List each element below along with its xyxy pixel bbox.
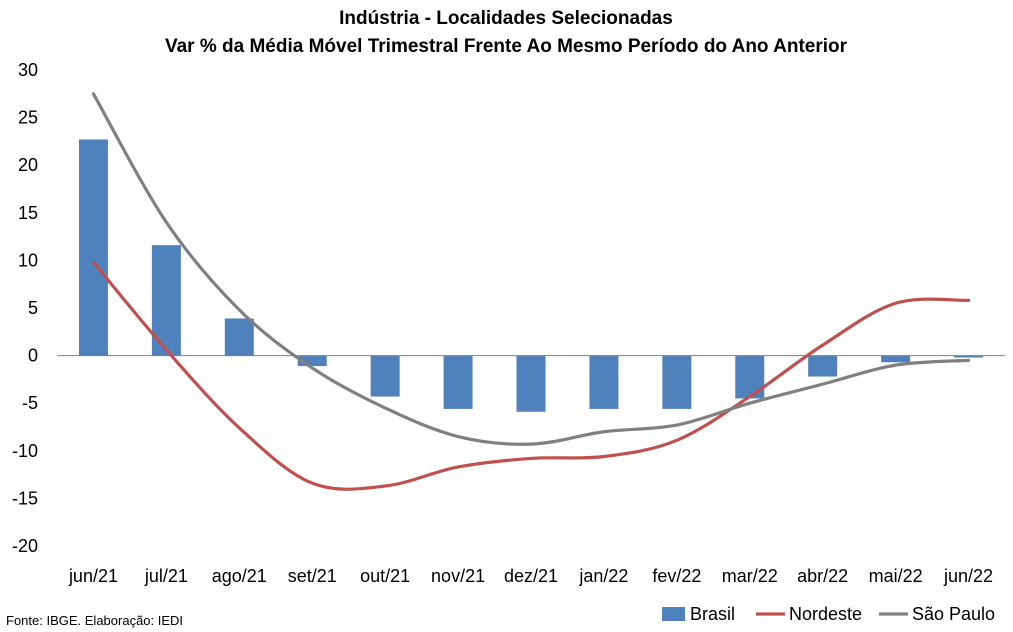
bar-brasil	[370, 355, 400, 397]
y-tick-label: -5	[22, 393, 38, 413]
bar-brasil	[954, 355, 984, 358]
y-tick-label: -15	[12, 488, 38, 508]
line-nordeste	[91, 260, 971, 491]
x-tick-label: dez/21	[504, 566, 558, 586]
source-note: Fonte: IBGE. Elaboração: IEDI	[6, 613, 183, 628]
bar-brasil	[297, 355, 327, 367]
legend: Brasil Nordeste São Paulo	[662, 604, 995, 624]
bar-brasil	[662, 355, 692, 409]
bar-brasil	[443, 355, 473, 409]
y-tick-label: 25	[18, 108, 38, 128]
x-axis: jun/21 jul/21 ago/21 set/21 out/21 nov/21 dez/…	[68, 566, 993, 586]
y-tick-label: 20	[18, 155, 38, 175]
x-tick-label: jan/22	[578, 566, 628, 586]
y-tick-label: 15	[18, 203, 38, 223]
x-tick-label: jul/21	[144, 566, 188, 586]
y-tick-label: 30	[18, 60, 38, 80]
x-tick-label: abr/22	[797, 566, 848, 586]
x-tick-label: jun/22	[943, 566, 993, 586]
y-tick-label: -10	[12, 441, 38, 461]
bar-series-brasil	[78, 139, 984, 412]
x-tick-label: mai/22	[869, 566, 923, 586]
y-tick-label: 0	[28, 346, 38, 366]
y-tick-label: 10	[18, 250, 38, 270]
legend-swatch-brasil	[662, 607, 685, 621]
line-series	[91, 92, 971, 491]
bar-brasil	[808, 355, 838, 377]
chart-title: Indústria - Localidades Selecionadas	[339, 8, 673, 29]
y-tick-label: 5	[28, 298, 38, 318]
y-tick-label: -20	[12, 536, 38, 556]
x-tick-label: mar/22	[722, 566, 778, 586]
chart-subtitle: Var % da Média Móvel Trimestral Frente A…	[165, 36, 848, 57]
line-s-o-paulo	[91, 92, 971, 446]
bar-brasil	[516, 355, 546, 412]
legend-label: Brasil	[690, 604, 735, 624]
x-tick-label: jun/21	[68, 566, 118, 586]
x-tick-label: fev/22	[652, 566, 701, 586]
x-tick-label: ago/21	[212, 566, 267, 586]
x-tick-label: out/21	[360, 566, 410, 586]
legend-label: Nordeste	[789, 604, 862, 624]
bar-brasil	[881, 355, 911, 363]
x-tick-label: nov/21	[431, 566, 485, 586]
bar-brasil	[735, 355, 765, 399]
x-tick-label: set/21	[288, 566, 337, 586]
bar-brasil	[78, 139, 108, 356]
bar-brasil	[589, 355, 619, 409]
y-axis: 30 25 20 15 10 5 0 -5 -10 -15 -20	[12, 60, 38, 556]
legend-label: São Paulo	[912, 604, 995, 624]
bar-brasil	[224, 318, 254, 356]
